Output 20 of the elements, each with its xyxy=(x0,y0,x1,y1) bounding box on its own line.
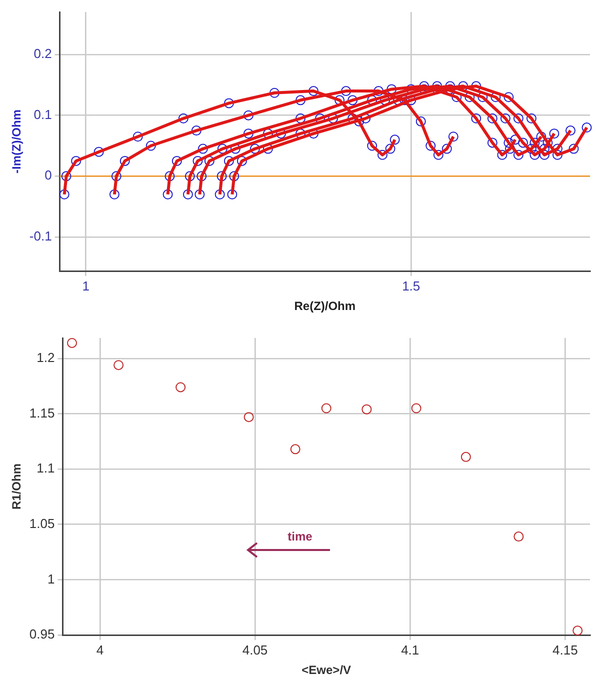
x-tick-label: 4.1 xyxy=(401,642,420,658)
y-tick-label: 0.2 xyxy=(34,46,52,62)
y-tick-label: 0.1 xyxy=(34,106,52,122)
y-tick-label: 1.15 xyxy=(29,405,55,420)
x-axis-title: Re(Z)/Ohm xyxy=(294,299,356,314)
y-tick-label: 1.1 xyxy=(36,460,55,476)
x-tick-label: 4.15 xyxy=(552,642,578,658)
x-tick-label: 1.5 xyxy=(402,278,420,294)
y-tick-label: -0.1 xyxy=(29,228,52,244)
y-axis-title: -Im(Z)/Ohm xyxy=(10,110,24,174)
x-axis-title: <Ewe>/V xyxy=(302,663,352,678)
annotation: time xyxy=(288,529,313,544)
x-tick-label: 4.05 xyxy=(242,642,268,658)
y-tick-label: 1 xyxy=(47,571,55,586)
y-axis-title: R1/Ohm xyxy=(10,463,24,510)
y-tick-label: 0.95 xyxy=(29,626,55,642)
y-tick-label: 1.05 xyxy=(29,516,55,531)
y-tick-label: 0 xyxy=(44,168,52,183)
y-tick-label: 1.2 xyxy=(36,350,55,366)
x-tick-label: 4 xyxy=(96,642,104,658)
